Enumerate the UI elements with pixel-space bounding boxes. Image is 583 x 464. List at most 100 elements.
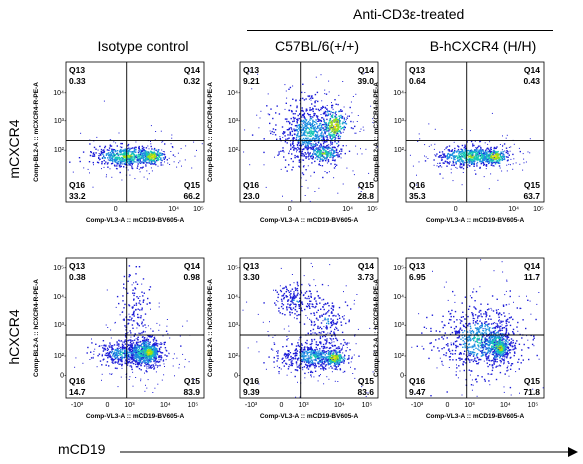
x-axis-title: Comp-VL3-A :: mCD19-BV605-A [426, 217, 525, 224]
treatment-bracket-line [247, 30, 553, 31]
quadrant-q15-value: 83.6 [357, 387, 374, 397]
column-label-c57bl6: C57BL/6(+/+) [274, 38, 360, 54]
quadrant-q16-name: Q16 [243, 376, 259, 386]
x-tick-label: 10³ [124, 402, 135, 409]
y-tick-label: 10⁴ [227, 294, 238, 301]
quadrant-q14-name: Q14 [184, 261, 200, 271]
x-tick-label: 0 [445, 402, 449, 409]
x-axis-title: Comp-VL3-A :: mCD19-BV605-A [86, 413, 185, 420]
y-tick-label: 10⁴ [393, 90, 404, 97]
x-axis-label: mCD19 [58, 441, 106, 457]
y-axis-title: Comp-BL2-A :: mCXCR4-R-PE-A [373, 82, 380, 182]
row-label-mcxcr4: mCXCR4 [6, 119, 22, 179]
quadrant-q15-value: 83.9 [183, 387, 200, 397]
quadrant-q13-value: 6.95 [409, 272, 426, 282]
quadrant-q16-name: Q16 [69, 180, 85, 190]
x-tick-label: 10⁵ [528, 402, 539, 409]
quadrant-q14-value: 11.7 [524, 272, 540, 282]
plot-frame [65, 257, 205, 399]
y-tick-label: 10² [394, 353, 405, 360]
quadrant-q15-name: Q15 [524, 376, 540, 386]
quadrant-q16-name: Q16 [69, 376, 85, 386]
x-tick-label: 10⁴ [508, 206, 519, 213]
quadrant-q15-name: Q15 [184, 376, 200, 386]
x-tick-label: 10⁵ [533, 206, 544, 213]
y-tick-label: 0 [60, 373, 64, 380]
y-tick-label: 10⁵ [393, 265, 404, 272]
quadrant-q16-value: 14.7 [69, 387, 86, 397]
column-label-b-hcxcr4: B-hCXCR4 (H/H) [429, 38, 537, 54]
x-tick-label: 0 [454, 206, 458, 213]
row-label-hcxcr4: hCXCR4 [6, 309, 22, 365]
x-tick-label: 0 [279, 402, 283, 409]
x-tick-label: -10³ [245, 402, 258, 409]
x-tick-label: 10⁴ [160, 402, 171, 409]
quadrant-q14-value: 3.73 [357, 272, 374, 282]
y-tick-label: 10² [228, 353, 239, 360]
x-tick-label: 10⁴ [500, 402, 511, 409]
quadrant-q16-value: 9.39 [243, 387, 260, 397]
event-dots [74, 265, 195, 393]
quadrant-q14-name: Q14 [524, 65, 540, 75]
y-tick-label: 10⁴ [393, 294, 404, 301]
quadrant-q14-name: Q14 [358, 261, 374, 271]
y-tick-label: 10³ [394, 118, 405, 125]
x-tick-label: 10⁵ [188, 402, 199, 409]
x-tick-label: -10³ [411, 402, 424, 409]
x-tick-label: 10⁵ [367, 206, 378, 213]
event-dots [242, 262, 376, 398]
quadrant-q16-value: 9.47 [409, 387, 426, 397]
x-tick-label: 10³ [464, 402, 475, 409]
quadrant-q16-name: Q16 [409, 180, 425, 190]
quadrant-q16-value: 23.0 [243, 191, 260, 201]
quadrant-q14-name: Q14 [524, 261, 540, 271]
quadrant-q15-value: 66.2 [183, 191, 200, 201]
y-axis-title: Comp-BL2-A :: mCXCR4-R-PE-A [207, 82, 214, 182]
y-tick-label: 10² [228, 147, 239, 154]
quadrant-q13-value: 3.30 [243, 272, 260, 282]
quadrant-q16-value: 35.3 [409, 191, 426, 201]
flow-panel: Q13 3.30 Q14 3.73 Q16 9.39 Q15 83.6 10⁵ 10⁴ 10³ 10²… [200, 254, 398, 434]
x-axis-title: Comp-VL3-A :: mCD19-BV605-A [86, 217, 185, 224]
column-label-isotype: Isotype control [97, 38, 189, 54]
event-dots [69, 100, 203, 188]
quadrant-q13-value: 9.21 [243, 76, 260, 86]
quadrant-q14-value: 39.0 [357, 76, 374, 86]
quadrant-q15-value: 28.8 [357, 191, 374, 201]
quadrant-q15-value: 71.8 [523, 387, 540, 397]
quadrant-q15-name: Q15 [358, 180, 374, 190]
y-tick-label: 10⁵ [53, 265, 64, 272]
y-tick-label: 10³ [228, 322, 239, 329]
quadrant-q14-name: Q14 [184, 65, 200, 75]
y-axis-title: Comp-BL2-A :: hCXCR4-R-PE-A [373, 279, 380, 377]
y-tick-label: 10³ [394, 322, 405, 329]
x-tick-label: 10⁴ [342, 206, 353, 213]
y-tick-label: 10² [394, 147, 405, 154]
quadrant-q16-name: Q16 [409, 376, 425, 386]
y-tick-label: 10⁴ [227, 90, 238, 97]
y-tick-label: 10⁴ [53, 294, 64, 301]
y-tick-label: 10³ [54, 118, 65, 125]
quadrant-q14-value: 0.98 [183, 272, 200, 282]
quadrant-q13-value: 0.64 [409, 76, 426, 86]
quadrant-q13-name: Q13 [243, 261, 259, 271]
x-axis-title: Comp-VL3-A :: mCD19-BV605-A [426, 413, 525, 420]
x-tick-label: -10³ [71, 402, 84, 409]
x-axis-title: Comp-VL3-A :: mCD19-BV605-A [260, 413, 359, 420]
x-tick-label: 10⁴ [334, 402, 345, 409]
flow-panel: Q13 0.33 Q14 0.32 Q16 33.2 Q15 66.2 10⁴ 10³ 10² 0 10… [26, 58, 224, 238]
y-tick-label: 10³ [228, 118, 239, 125]
flow-panel: Q13 0.38 Q14 0.98 Q16 14.7 Q15 83.9 10⁵ 10⁴ 10³ 10²… [26, 254, 224, 434]
quadrant-q15-value: 63.7 [523, 191, 540, 201]
quadrant-q13-name: Q13 [69, 261, 85, 271]
flow-panel: Q13 0.64 Q14 0.43 Q16 35.3 Q15 63.7 10⁴ 10³ 10² 0 10… [366, 58, 564, 238]
y-axis-title: Comp-BL2-A :: hCXCR4-R-PE-A [33, 279, 40, 377]
quadrant-q13-name: Q13 [409, 261, 425, 271]
quadrant-q15-name: Q15 [524, 180, 540, 190]
y-tick-label: 10⁴ [53, 90, 64, 97]
x-tick-label: 10⁴ [168, 206, 179, 213]
